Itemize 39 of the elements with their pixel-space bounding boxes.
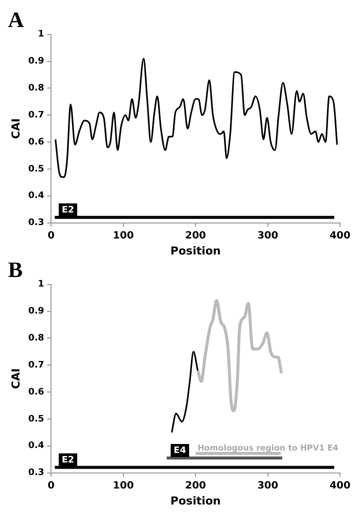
y-tick-label: 0.9 [28, 306, 44, 317]
y-axis-title: CAI [9, 118, 22, 139]
x-tick-label: 100 [112, 480, 134, 492]
chart-title: A [8, 6, 24, 32]
line-series [54, 58, 338, 178]
y-tick-label: 0.3 [28, 468, 44, 478]
x-axis-title: Position [170, 244, 221, 258]
x-axis-title: Position [170, 494, 221, 508]
y-tick-label: 0.5 [28, 414, 44, 424]
series-label: E2 [62, 455, 74, 466]
x-tick-label: 400 [330, 230, 350, 242]
x-tick-label: 400 [330, 480, 350, 492]
x-tick-label: 0 [48, 230, 55, 242]
y-tick-label: 1 [38, 30, 44, 40]
y-tick-label: 0.3 [28, 218, 44, 228]
line-series [196, 299, 284, 412]
y-tick-label: 0.7 [28, 360, 44, 370]
annotation: Homologous region to HPV1 E4 [198, 444, 339, 453]
y-tick-label: 0.4 [28, 441, 44, 452]
y-tick-label: 0.4 [28, 191, 44, 202]
x-tick-label: 300 [257, 480, 278, 492]
x-tick-label: 0 [48, 480, 55, 492]
x-tick-label: 100 [112, 230, 134, 242]
line-series [170, 350, 199, 434]
y-tick-label: 0.8 [28, 84, 44, 94]
x-tick-label: 300 [257, 230, 278, 242]
y-axis-title: CAI [9, 368, 22, 389]
series-label: E2 [62, 205, 74, 216]
y-tick-label: 0.7 [28, 110, 44, 120]
y-tick-label: 1 [38, 280, 44, 290]
y-tick-label: 0.8 [28, 334, 44, 344]
y-tick-label: 0.6 [28, 137, 44, 148]
y-tick-label: 0.9 [28, 56, 44, 67]
y-tick-label: 0.6 [28, 387, 44, 398]
series-label: E4 [174, 446, 186, 456]
x-tick-label: 200 [185, 480, 206, 492]
y-tick-label: 0.5 [28, 164, 44, 174]
chart-title: B [8, 256, 23, 282]
x-tick-label: 200 [185, 230, 206, 242]
